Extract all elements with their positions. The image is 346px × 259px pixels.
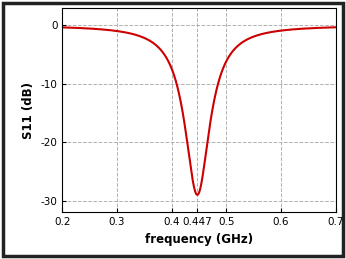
Y-axis label: S11 (dB): S11 (dB) [22, 82, 35, 139]
X-axis label: frequency (GHz): frequency (GHz) [145, 233, 253, 246]
